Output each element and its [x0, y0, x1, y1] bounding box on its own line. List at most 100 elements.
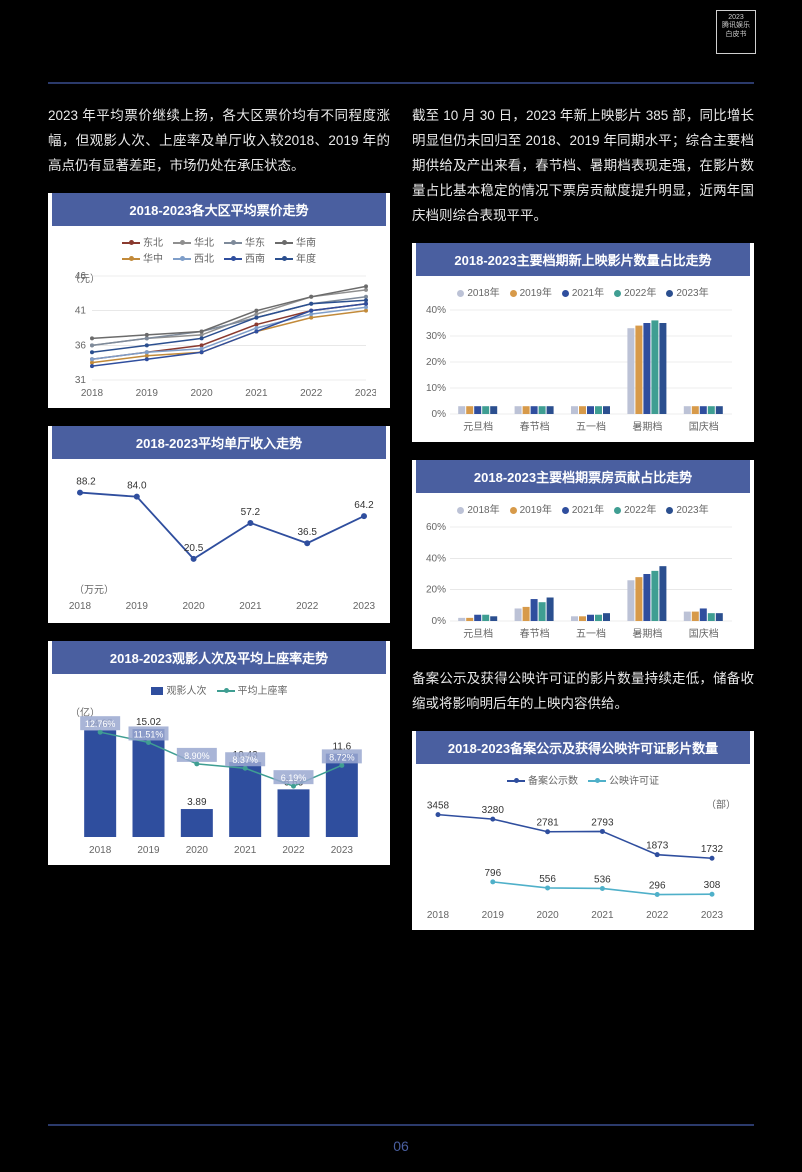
svg-text:41: 41	[75, 306, 87, 317]
chart-card-release-share: 2018-2023主要档期新上映影片数量占比走势 2018年2019年2021年…	[412, 243, 754, 442]
svg-text:2019: 2019	[136, 388, 159, 399]
chart-legend: 东北华北华东华南华中西北西南年度	[56, 236, 382, 268]
svg-text:五一档: 五一档	[576, 420, 606, 433]
chart-legend: 备案公示数公映许可证	[420, 774, 746, 790]
svg-text:2022: 2022	[296, 601, 319, 612]
svg-text:8.37%: 8.37%	[232, 755, 258, 765]
svg-text:40%: 40%	[426, 553, 446, 564]
svg-text:2019: 2019	[137, 845, 160, 856]
svg-text:0%: 0%	[432, 616, 447, 627]
chart-card-hall-revenue: 2018-2023平均单厅收入走势 88.284.020.557.236.564…	[48, 426, 390, 623]
svg-text:536: 536	[594, 874, 611, 885]
svg-text:2781: 2781	[536, 818, 559, 829]
svg-text:五一档: 五一档	[576, 627, 606, 640]
svg-text:2020: 2020	[190, 388, 213, 399]
svg-text:（万元）: （万元）	[74, 584, 114, 596]
svg-text:84.0: 84.0	[127, 481, 147, 492]
top-rule	[48, 82, 754, 84]
svg-text:1873: 1873	[646, 840, 669, 851]
svg-text:20.5: 20.5	[184, 543, 204, 554]
combo-chart-attendance: （亿）14.8515.023.8910.436.6311.612.76%11.5…	[56, 702, 376, 857]
svg-text:8.90%: 8.90%	[184, 751, 210, 761]
chart-title: 2018-2023观影人次及平均上座率走势	[52, 641, 386, 674]
svg-text:2021: 2021	[239, 601, 262, 612]
chart-card-filing-permit: 2018-2023备案公示及获得公映许可证影片数量 备案公示数公映许可证 （部）…	[412, 731, 754, 930]
chart-title: 2018-2023主要档期票房贡献占比走势	[416, 460, 750, 493]
chart-title: 2018-2023主要档期新上映影片数量占比走势	[416, 243, 750, 276]
chart-card-region-price: 2018-2023各大区平均票价走势 东北华北华东华南华中西北西南年度 （元）3…	[48, 193, 390, 408]
svg-text:春节档: 春节档	[520, 420, 550, 433]
svg-text:20%: 20%	[426, 585, 446, 596]
chart-card-attendance: 2018-2023观影人次及平均上座率走势 观影人次平均上座率 （亿）14.85…	[48, 641, 390, 865]
svg-text:国庆档: 国庆档	[689, 627, 719, 640]
svg-text:36.5: 36.5	[297, 527, 317, 538]
svg-text:8.72%: 8.72%	[329, 752, 355, 762]
svg-text:308: 308	[704, 880, 721, 891]
svg-text:6.19%: 6.19%	[281, 773, 307, 783]
svg-text:元旦档: 元旦档	[463, 420, 493, 433]
svg-text:796: 796	[484, 868, 501, 879]
line-chart-hall-revenue: 88.2 84.0 20.5 57.2 36.5 64.2 2018 2019 2020 2021…	[56, 465, 376, 615]
logo-line3: 白皮书	[719, 31, 753, 39]
svg-text:2022: 2022	[646, 910, 669, 921]
svg-text:暑期档: 暑期档	[632, 627, 662, 640]
svg-text:元旦档: 元旦档	[463, 627, 493, 640]
chart-legend: 2018年2019年2021年2022年2023年	[420, 286, 746, 302]
svg-text:2022: 2022	[282, 845, 305, 856]
svg-text:3280: 3280	[482, 805, 505, 816]
svg-text:2021: 2021	[591, 910, 614, 921]
svg-text:2793: 2793	[591, 817, 614, 828]
svg-text:46: 46	[75, 271, 87, 282]
svg-text:2020: 2020	[186, 845, 209, 856]
svg-text:31: 31	[75, 375, 87, 386]
svg-text:57.2: 57.2	[241, 507, 261, 518]
svg-text:2020: 2020	[536, 910, 559, 921]
svg-text:2018: 2018	[69, 601, 92, 612]
svg-text:556: 556	[539, 874, 556, 885]
chart-legend: 2018年2019年2021年2022年2023年	[420, 503, 746, 519]
bar-chart-boxoffice-share: 0% 20% 40% 60% 元旦档 春节档 五一档 暑期档 国庆档	[420, 521, 740, 641]
svg-text:2023: 2023	[701, 910, 724, 921]
left-column: 2023 年平均票价继续上扬，各大区票价均有不同程度涨幅，但观影人次、上座率及单…	[48, 104, 390, 948]
svg-text:2018: 2018	[427, 910, 450, 921]
svg-text:2019: 2019	[482, 910, 505, 921]
bottom-rule	[48, 1124, 754, 1126]
left-paragraph: 2023 年平均票价继续上扬，各大区票价均有不同程度涨幅，但观影人次、上座率及单…	[48, 104, 390, 179]
svg-text:20%: 20%	[426, 357, 446, 368]
svg-text:2018: 2018	[89, 845, 112, 856]
line-chart-region-price: （元）31364146201820192020202120222023	[56, 270, 376, 400]
svg-text:30%: 30%	[426, 331, 446, 342]
svg-text:2023: 2023	[355, 388, 376, 399]
svg-text:春节档: 春节档	[520, 627, 550, 640]
svg-text:国庆档: 国庆档	[689, 420, 719, 433]
chart-card-boxoffice-share: 2018-2023主要档期票房贡献占比走势 2018年2019年2021年202…	[412, 460, 754, 649]
right-paragraph-2: 备案公示及获得公映许可证的影片数量持续走低，储备收缩或将影响明后年的上映内容供给…	[412, 667, 754, 717]
bar-chart-release-share: 0%10%20%30%40%元旦档春节档五一档暑期档国庆档	[420, 304, 740, 434]
chart-title: 2018-2023各大区平均票价走势	[52, 193, 386, 226]
svg-text:2021: 2021	[245, 388, 268, 399]
chart-title: 2018-2023备案公示及获得公映许可证影片数量	[416, 731, 750, 764]
svg-text:60%: 60%	[426, 522, 446, 533]
svg-text:296: 296	[649, 880, 666, 891]
chart-legend: 观影人次平均上座率	[56, 684, 382, 700]
svg-text:64.2: 64.2	[354, 500, 374, 511]
svg-text:2022: 2022	[300, 388, 323, 399]
svg-text:2019: 2019	[126, 601, 149, 612]
svg-text:10%: 10%	[426, 383, 446, 394]
svg-text:3.89: 3.89	[187, 797, 207, 808]
svg-text:0%: 0%	[432, 409, 447, 420]
report-logo: 2023 腾讯娱乐 白皮书	[716, 10, 756, 54]
svg-text:11.51%: 11.51%	[134, 729, 164, 739]
svg-text:（部）: （部）	[706, 798, 736, 811]
content-columns: 2023 年平均票价继续上扬，各大区票价均有不同程度涨幅，但观影人次、上座率及单…	[48, 104, 754, 948]
svg-text:36: 36	[75, 340, 87, 351]
svg-text:2023: 2023	[353, 601, 376, 612]
svg-text:2023: 2023	[331, 845, 354, 856]
logo-line2: 腾讯娱乐	[719, 22, 753, 30]
svg-text:12.76%: 12.76%	[85, 719, 116, 729]
svg-text:1732: 1732	[701, 844, 724, 855]
page-number: 06	[0, 1138, 802, 1154]
svg-text:2020: 2020	[182, 601, 205, 612]
svg-text:88.2: 88.2	[76, 476, 96, 487]
svg-text:2021: 2021	[234, 845, 257, 856]
